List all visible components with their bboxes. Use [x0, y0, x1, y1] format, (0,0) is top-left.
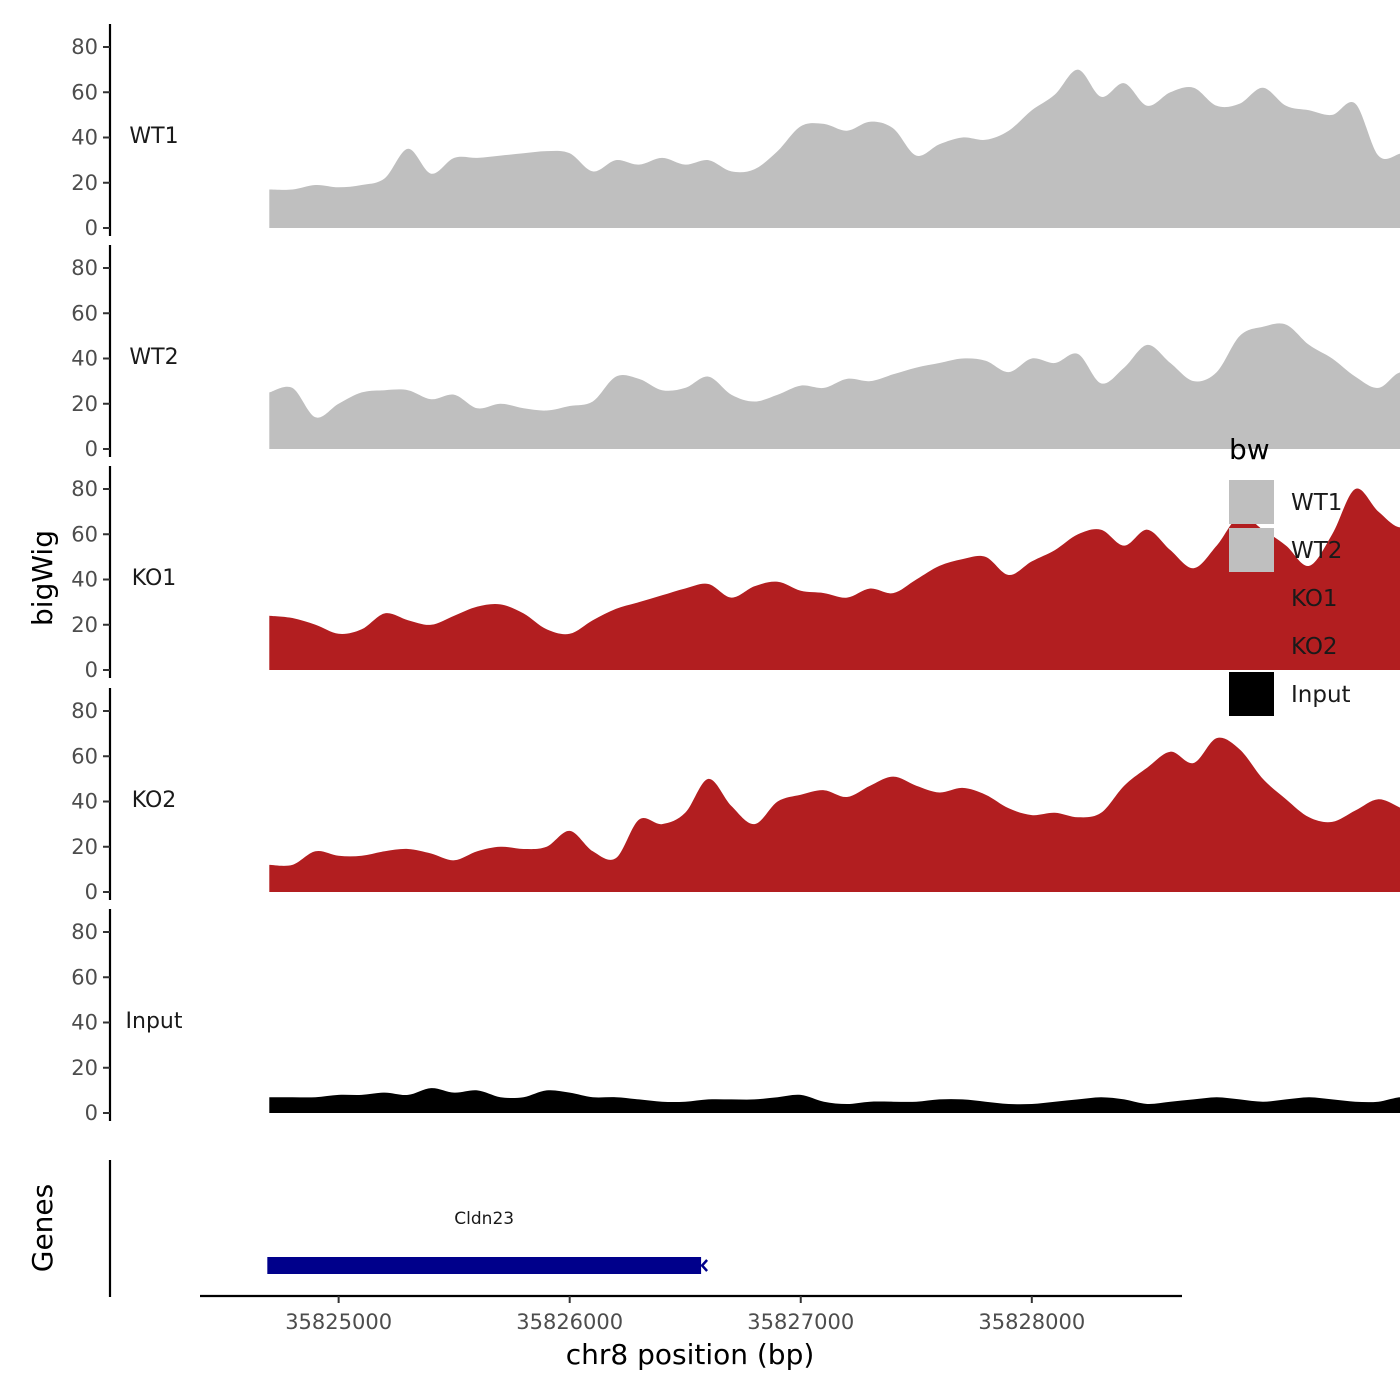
y-tick-label-ko1-60: 60	[71, 522, 98, 546]
y-tick-label-wt2-60: 60	[71, 301, 98, 325]
y-tick-label-ko1-0: 0	[85, 658, 98, 682]
track-wt2: 0 20 40 60 80 WT2	[71, 245, 1400, 461]
y-tick-label-ko2-20: 20	[71, 835, 98, 859]
strand-arrow-start	[267, 1259, 276, 1272]
track-label-ko2: KO2	[132, 788, 177, 813]
x-tick-label-35825000: 35825000	[285, 1310, 392, 1334]
legend-label-wt1: WT1	[1291, 490, 1342, 516]
track-label-wt1: WT1	[129, 124, 178, 149]
genes-axis-title: Genes	[26, 1184, 59, 1272]
area-wt2	[269, 323, 1400, 449]
area-ko2	[269, 737, 1400, 892]
gene-track: Cldn23	[108, 1160, 709, 1297]
y-tick-label-input-60: 60	[71, 965, 98, 989]
y-tick-label-ko1-80: 80	[71, 477, 98, 501]
x-tick-label-35828000: 35828000	[978, 1310, 1085, 1334]
gene-label-cldn23: Cldn23	[454, 1209, 514, 1229]
y-tick-label-wt2-80: 80	[71, 256, 98, 280]
legend-label-ko2: KO2	[1291, 634, 1338, 660]
y-tick-label-wt2-0: 0	[85, 437, 98, 461]
y-tick-label-wt2-40: 40	[71, 347, 98, 371]
track-label-wt2: WT2	[129, 345, 178, 370]
gene-body-cldn23	[267, 1257, 702, 1274]
y-tick-label-ko1-40: 40	[71, 568, 98, 592]
area-wt1	[269, 69, 1400, 228]
x-tick-label-35827000: 35827000	[747, 1310, 854, 1334]
y-tick-label-ko2-0: 0	[85, 880, 98, 904]
x-axis-title: chr8 position (bp)	[566, 1338, 815, 1371]
y-tick-label-input-0: 0	[85, 1101, 98, 1125]
y-axis-title: bigWig	[26, 530, 59, 626]
area-input	[269, 1088, 1400, 1113]
x-axis: 35825000 35826000 35827000 35828000	[200, 1294, 1182, 1334]
y-tick-label-wt1-0: 0	[85, 216, 98, 240]
legend-swatch-wt2	[1229, 528, 1274, 572]
y-tick-label-wt1-80: 80	[71, 35, 98, 59]
track-ko1: 0 20 40 60 80 KO1	[71, 466, 1400, 682]
legend-swatch-input	[1229, 672, 1274, 716]
track-input: 0 20 40 60 80 Input	[71, 909, 1400, 1125]
legend-title: bw	[1229, 433, 1270, 466]
y-tick-label-ko2-80: 80	[71, 699, 98, 723]
y-tick-label-wt1-40: 40	[71, 126, 98, 150]
y-tick-label-input-80: 80	[71, 920, 98, 944]
legend-swatch-wt1	[1229, 480, 1274, 524]
track-wt1: 0 20 40 60 80 WT1	[71, 24, 1400, 240]
y-tick-label-wt2-20: 20	[71, 392, 98, 416]
y-tick-label-wt1-60: 60	[71, 80, 98, 104]
legend-label-wt2: WT2	[1291, 538, 1342, 564]
y-tick-label-ko2-60: 60	[71, 744, 98, 768]
track-label-input: Input	[126, 1009, 183, 1034]
track-label-ko1: KO1	[132, 566, 177, 591]
y-tick-label-input-20: 20	[71, 1056, 98, 1080]
legend-label-ko1: KO1	[1291, 586, 1338, 612]
legend-swatch-ko2	[1229, 624, 1274, 668]
y-tick-label-ko2-40: 40	[71, 790, 98, 814]
area-ko1	[269, 488, 1400, 670]
legend-swatch-ko1	[1229, 576, 1274, 620]
y-tick-label-ko1-20: 20	[71, 613, 98, 637]
x-tick-label-35826000: 35826000	[516, 1310, 623, 1334]
y-tick-label-input-40: 40	[71, 1011, 98, 1035]
gene-cldn23: Cldn23	[267, 1209, 709, 1274]
strand-arrow-end	[700, 1259, 709, 1272]
legend: bw WT1 WT2 KO1 KO2 Input	[1229, 433, 1351, 716]
track-ko2: 0 20 40 60 80 KO2	[71, 688, 1400, 904]
y-tick-label-wt1-20: 20	[71, 171, 98, 195]
legend-label-input: Input	[1291, 682, 1351, 708]
coverage-tracks: 0 20 40 60 80 WT1 0 20 40 60 80 WT2 0 20 40 60 80 KO1 0 20 4…	[71, 24, 1400, 1125]
